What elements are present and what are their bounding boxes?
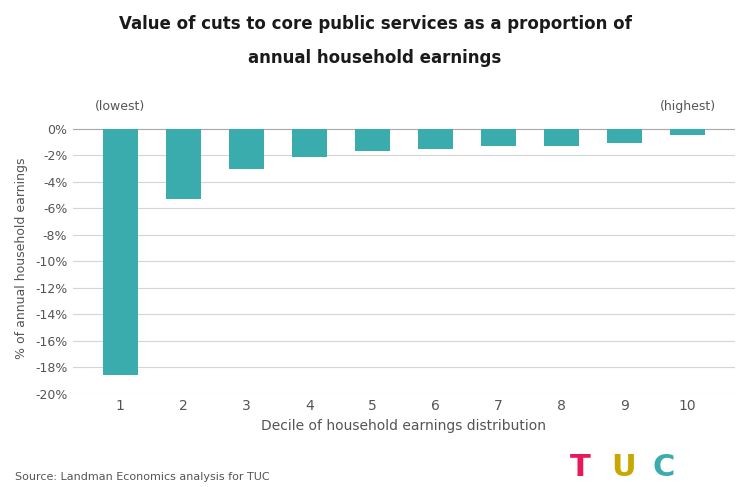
Bar xyxy=(355,129,390,151)
Y-axis label: % of annual household earnings: % of annual household earnings xyxy=(15,157,28,359)
Bar xyxy=(482,129,516,146)
Text: (lowest): (lowest) xyxy=(95,100,146,112)
Text: (highest): (highest) xyxy=(659,100,716,112)
Bar xyxy=(608,129,642,143)
Text: C: C xyxy=(652,453,675,482)
Bar xyxy=(166,129,201,199)
X-axis label: Decile of household earnings distribution: Decile of household earnings distributio… xyxy=(262,419,547,433)
Bar xyxy=(418,129,453,149)
Bar xyxy=(103,129,138,375)
Text: T: T xyxy=(570,453,591,482)
Bar xyxy=(544,129,579,146)
Text: Source: Landman Economics analysis for TUC: Source: Landman Economics analysis for T… xyxy=(15,472,270,482)
Text: Value of cuts to core public services as a proportion of: Value of cuts to core public services as… xyxy=(118,15,632,33)
Bar xyxy=(670,129,705,135)
Bar xyxy=(292,129,327,157)
Bar xyxy=(229,129,264,169)
Text: annual household earnings: annual household earnings xyxy=(248,49,502,67)
Text: U: U xyxy=(611,453,636,482)
